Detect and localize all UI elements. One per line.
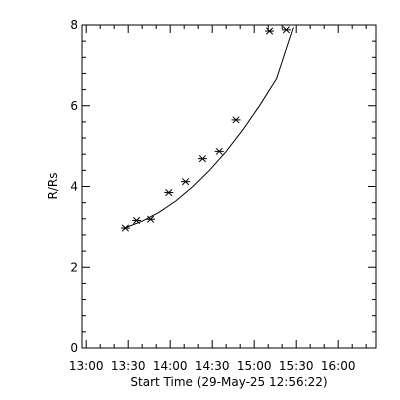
- fit-curve-group: [125, 27, 294, 229]
- y-axis-ticks: 0 2 4 6 8: [70, 18, 376, 355]
- fit-curve: [125, 27, 294, 229]
- y-tick-label: 0: [70, 341, 78, 355]
- x-tick-label: 13:30: [111, 359, 146, 373]
- x-tick-label: 14:30: [195, 359, 230, 373]
- plot-frame: [81, 24, 377, 349]
- x-tick-label: 15:30: [279, 359, 314, 373]
- x-axis-ticks: 13:00 13:30 14:00 14:30 15:00 15:30 16:00: [69, 25, 367, 373]
- x-tick-label: 15:00: [237, 359, 272, 373]
- x-tick-label: 14:00: [153, 359, 188, 373]
- data-point: [120, 224, 130, 232]
- x-axis-title: Start Time (29-May-25 12:56:22): [130, 375, 327, 389]
- y-axis-title: R/Rs: [46, 173, 60, 200]
- data-point: [181, 178, 191, 186]
- y-tick-label: 6: [70, 99, 78, 113]
- data-point: [146, 215, 156, 223]
- y-tick-label: 4: [70, 180, 78, 194]
- x-tick-label: 13:00: [69, 359, 104, 373]
- data-point: [231, 116, 241, 124]
- y-tick-label: 8: [70, 18, 78, 32]
- data-points: [120, 26, 291, 232]
- data-point: [197, 155, 207, 163]
- data-point: [132, 216, 142, 224]
- x-tick-label: 16:00: [321, 359, 356, 373]
- y-tick-label: 2: [70, 260, 78, 274]
- data-point: [281, 26, 291, 34]
- data-point: [214, 147, 224, 155]
- data-point: [164, 189, 174, 197]
- data-point: [265, 27, 275, 35]
